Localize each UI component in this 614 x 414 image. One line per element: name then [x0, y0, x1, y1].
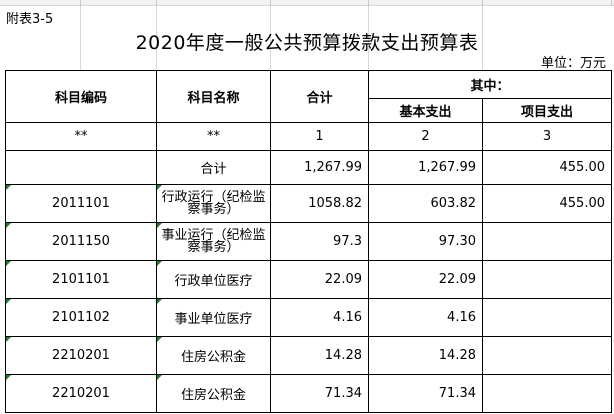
- cell-marker: [6, 223, 11, 228]
- table-row: 2101102 事业单位医疗 4.16 4.16: [5, 298, 613, 337]
- cell-project[interactable]: [481, 222, 613, 261]
- cell-name[interactable]: 行政单位医疗: [156, 260, 271, 299]
- cell-total[interactable]: 71.34: [270, 374, 369, 413]
- cell-code[interactable]: 2011150: [5, 222, 157, 261]
- gridline: [80, 6, 81, 70]
- cell-total[interactable]: 22.09: [270, 260, 369, 299]
- cell-code-text: 2210201: [52, 348, 110, 363]
- gridline: [368, 6, 369, 70]
- cell-name[interactable]: 合计: [156, 150, 271, 185]
- cell-marker: [6, 185, 11, 190]
- cell-code[interactable]: [5, 150, 157, 185]
- cell-marker: [157, 299, 162, 304]
- cell-total[interactable]: 1058.82: [270, 184, 369, 223]
- header-total[interactable]: 合计: [270, 70, 369, 123]
- index-cell[interactable]: 2: [368, 122, 483, 151]
- cell-total[interactable]: 97.3: [270, 222, 369, 261]
- table-row: 2101101 行政单位医疗 22.09 22.09: [5, 260, 613, 299]
- cell-code[interactable]: 2210201: [5, 336, 157, 375]
- cell-total[interactable]: 1,267.99: [270, 150, 369, 185]
- cell-project[interactable]: [481, 260, 613, 299]
- cell-name-text: 事业运行（纪检监察事务）: [161, 227, 266, 255]
- cell-code-text: 2011101: [52, 196, 110, 211]
- header-project[interactable]: 项目支出: [481, 98, 613, 123]
- cell-code-text: 2101101: [52, 272, 110, 287]
- cell-marker: [157, 375, 162, 380]
- cell-project[interactable]: [481, 374, 613, 413]
- cell-code[interactable]: 2101102: [5, 298, 157, 337]
- cell-basic[interactable]: 4.16: [368, 298, 483, 337]
- cell-basic[interactable]: 71.34: [368, 374, 483, 413]
- cell-marker: [6, 375, 11, 380]
- cell-basic[interactable]: 603.82: [368, 184, 483, 223]
- cell-code[interactable]: 2210201: [5, 374, 157, 413]
- cell-marker: [6, 337, 11, 342]
- index-cell[interactable]: 1: [270, 122, 369, 151]
- cell-code-text: 2210201: [52, 386, 110, 401]
- page-title[interactable]: 2020年度一般公共预算拨款支出预算表: [135, 32, 479, 54]
- cell-project[interactable]: 455.00: [481, 150, 613, 185]
- cell-basic[interactable]: 14.28: [368, 336, 483, 375]
- index-cell[interactable]: 3: [481, 122, 613, 151]
- sheet-label[interactable]: 附表3-5: [6, 12, 54, 27]
- cell-code[interactable]: 2101101: [5, 260, 157, 299]
- unit-label[interactable]: 单位：万元: [540, 56, 606, 71]
- cell-name-text: 行政单位医疗: [174, 274, 253, 289]
- gridline: [270, 6, 271, 70]
- gridline: [482, 6, 483, 70]
- cell-name[interactable]: 住房公积金: [156, 374, 271, 413]
- cell-name-text: 住房公积金: [180, 388, 246, 403]
- cell-name[interactable]: 行政运行（纪检监察事务）: [156, 184, 271, 223]
- cell-marker: [157, 261, 162, 266]
- table-row: 2210201 住房公积金 71.34 71.34: [5, 374, 613, 413]
- cell-name-text: 住房公积金: [180, 350, 246, 365]
- table-row: 2011150 事业运行（纪检监察事务） 97.3 97.30: [5, 222, 613, 261]
- cell-code[interactable]: 2011101: [5, 184, 157, 223]
- cell-code-text: 2011150: [52, 234, 110, 249]
- cell-code-text: 2101102: [52, 310, 110, 325]
- cell-total[interactable]: 4.16: [270, 298, 369, 337]
- header-among[interactable]: 其中：: [367, 70, 613, 99]
- cell-name-text: 事业单位医疗: [174, 312, 253, 327]
- gridline: [156, 6, 157, 70]
- cell-total[interactable]: 14.28: [270, 336, 369, 375]
- header-basic[interactable]: 基本支出: [368, 98, 483, 123]
- cell-name[interactable]: 住房公积金: [156, 336, 271, 375]
- cell-name-text: 行政运行（纪检监察事务）: [161, 189, 266, 217]
- header-name[interactable]: 科目名称: [156, 70, 271, 123]
- cell-name[interactable]: 事业运行（纪检监察事务）: [156, 222, 271, 261]
- index-cell[interactable]: **: [5, 122, 157, 151]
- cell-marker: [6, 299, 11, 304]
- cell-name[interactable]: 事业单位医疗: [156, 298, 271, 337]
- cell-marker: [6, 261, 11, 266]
- header-code[interactable]: 科目编码: [5, 70, 157, 123]
- column-header-strip: [0, 0, 614, 6]
- cell-basic[interactable]: 22.09: [368, 260, 483, 299]
- table-row: 2011101 行政运行（纪检监察事务） 1058.82 603.82 455.…: [5, 184, 613, 223]
- table-row: 合计 1,267.99 1,267.99 455.00: [5, 150, 613, 185]
- cell-basic[interactable]: 97.30: [368, 222, 483, 261]
- cell-project[interactable]: 455.00: [481, 184, 613, 223]
- cell-marker: [157, 185, 162, 190]
- cell-marker: [157, 223, 162, 228]
- cell-marker: [157, 337, 162, 342]
- index-cell[interactable]: **: [156, 122, 271, 151]
- table-row: 2210201 住房公积金 14.28 14.28: [5, 336, 613, 375]
- cell-project[interactable]: [481, 298, 613, 337]
- budget-table: 科目编码 科目名称 合计 其中： 基本支出 项目支出 ** ** 1 2 3 合…: [5, 70, 613, 413]
- cell-project[interactable]: [481, 336, 613, 375]
- cell-basic[interactable]: 1,267.99: [368, 150, 483, 185]
